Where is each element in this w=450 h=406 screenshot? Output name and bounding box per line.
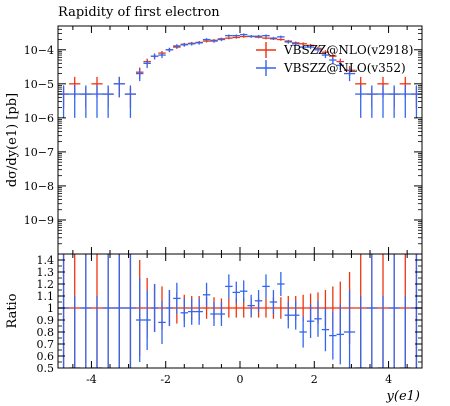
ratio-tick-label: 1.4 bbox=[37, 254, 55, 267]
y-tick-label: 10−7 bbox=[24, 146, 54, 159]
y-tick-label: 10−4 bbox=[24, 44, 54, 57]
x-axis-label: y(e1) bbox=[386, 389, 420, 404]
ratio-tick-label: 0.5 bbox=[37, 362, 55, 375]
ratio-plot-frame bbox=[58, 254, 422, 368]
ratio-tick-label: 1.2 bbox=[37, 278, 55, 291]
x-tick-label: 2 bbox=[311, 373, 318, 386]
axes: -4 -2 0 2 4 10−9 10−8 10−7 10−6 10−5 10−4 0.50.60.7… bbox=[24, 26, 422, 386]
ratio-tick-label: 0.8 bbox=[37, 326, 55, 339]
ratio-tick-label: 0.7 bbox=[37, 338, 55, 351]
ratio-tick-label: 0.6 bbox=[37, 350, 55, 363]
y-tick-label: 10−8 bbox=[24, 180, 54, 193]
ratio-tick-label: 1 bbox=[47, 302, 54, 315]
x-tick-label: 0 bbox=[237, 373, 244, 386]
y-tick-label: 10−6 bbox=[24, 112, 54, 125]
legend-label: VBSZZ@NLO(v352) bbox=[283, 61, 406, 75]
legend-label: VBSZZ@NLO(v2918) bbox=[283, 43, 413, 57]
chart-title: Rapidity of first electron bbox=[58, 5, 220, 20]
ratio-axis-label: Ratio bbox=[5, 293, 20, 328]
y-tick-label: 10−9 bbox=[24, 214, 54, 227]
y-tick-label: 10−5 bbox=[24, 78, 54, 91]
legend: VBSZZ@NLO(v2918) VBSZZ@NLO(v352) bbox=[256, 42, 413, 76]
ratio-tick-label: 0.9 bbox=[37, 314, 55, 327]
y-axis-label: dσ/dy(e1) [pb] bbox=[5, 93, 20, 187]
ratio-tick-label: 1.3 bbox=[37, 266, 55, 279]
x-tick-label: -2 bbox=[160, 373, 171, 386]
ratio-tick-label: 1.1 bbox=[37, 290, 55, 303]
x-tick-label: -4 bbox=[86, 373, 97, 386]
x-tick-label: 4 bbox=[385, 373, 392, 386]
